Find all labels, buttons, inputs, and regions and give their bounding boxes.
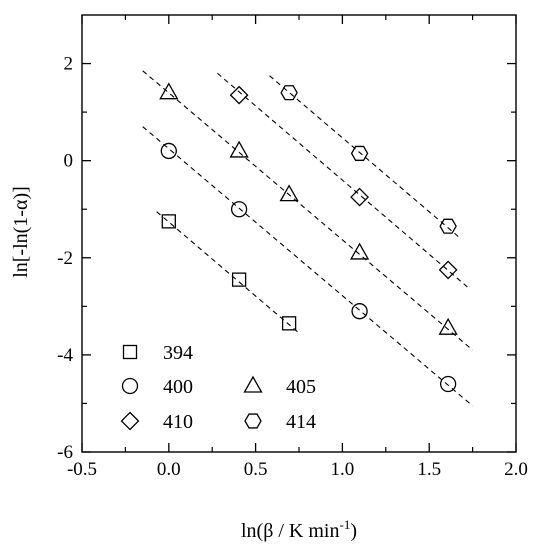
x-axis-label-sup: -1 — [340, 517, 351, 532]
y-tick-label: -2 — [57, 248, 73, 269]
fit-line-400 — [142, 126, 473, 407]
legend-label-414: 414 — [286, 411, 316, 433]
data-point-410 — [350, 187, 370, 207]
legend-label-400: 400 — [163, 376, 193, 398]
x-tick-label: -0.5 — [67, 459, 97, 480]
data-point-405 — [159, 82, 179, 100]
fit-lines — [142, 70, 473, 407]
legend: 394 400 405 410 414 — [120, 342, 316, 433]
x-axis-label-close: ) — [350, 520, 357, 542]
fit-line-394 — [156, 211, 300, 334]
axis-ticks: -0.5 0.0 0.5 1.0 1.5 2.0 -6 -4 -2 0 2 — [57, 15, 528, 480]
x-tick-label: 1.0 — [331, 459, 355, 480]
y-axis-label: ln[-ln(1-α)] — [10, 186, 32, 278]
x-axis-label-main: ln(β / K min — [241, 520, 340, 542]
data-point-405 — [438, 317, 458, 335]
x-tick-label: 2.0 — [504, 459, 528, 480]
data-point-400 — [351, 303, 368, 320]
x-tick-label: 1.5 — [417, 459, 441, 480]
x-axis-label: ln(β / K min-1) — [241, 517, 357, 542]
x-tick-label: 0.0 — [157, 459, 181, 480]
legend-marker-414 — [244, 413, 262, 429]
data-point-405 — [229, 140, 249, 158]
legend-label-394: 394 — [163, 342, 193, 364]
legend-marker-410 — [120, 411, 140, 431]
data-points — [159, 82, 458, 393]
data-point-400 — [230, 201, 248, 218]
y-tick-label: -6 — [57, 442, 73, 463]
y-tick-label: 2 — [64, 54, 74, 75]
y-tick-label: -4 — [57, 345, 73, 366]
fit-line-410 — [217, 72, 468, 288]
data-point-394 — [231, 272, 247, 287]
legend-label-410: 410 — [163, 411, 193, 433]
data-point-410 — [438, 260, 458, 280]
fit-line-414 — [269, 75, 461, 239]
data-point-400 — [439, 375, 457, 393]
data-point-405 — [349, 242, 370, 260]
legend-marker-400 — [121, 377, 139, 395]
data-point-394 — [161, 214, 176, 229]
legend-label-405: 405 — [286, 376, 316, 398]
fit-line-405 — [142, 70, 473, 351]
legend-marker-405 — [243, 375, 263, 393]
x-tick-label: 0.5 — [244, 459, 268, 480]
data-point-414 — [439, 218, 457, 234]
data-point-410 — [229, 85, 249, 105]
data-point-414 — [350, 145, 369, 161]
legend-marker-394 — [122, 344, 138, 360]
y-tick-label: 0 — [64, 151, 74, 172]
data-point-400 — [160, 142, 177, 160]
data-point-394 — [281, 316, 297, 331]
data-point-405 — [279, 184, 299, 202]
data-point-414 — [280, 85, 298, 101]
